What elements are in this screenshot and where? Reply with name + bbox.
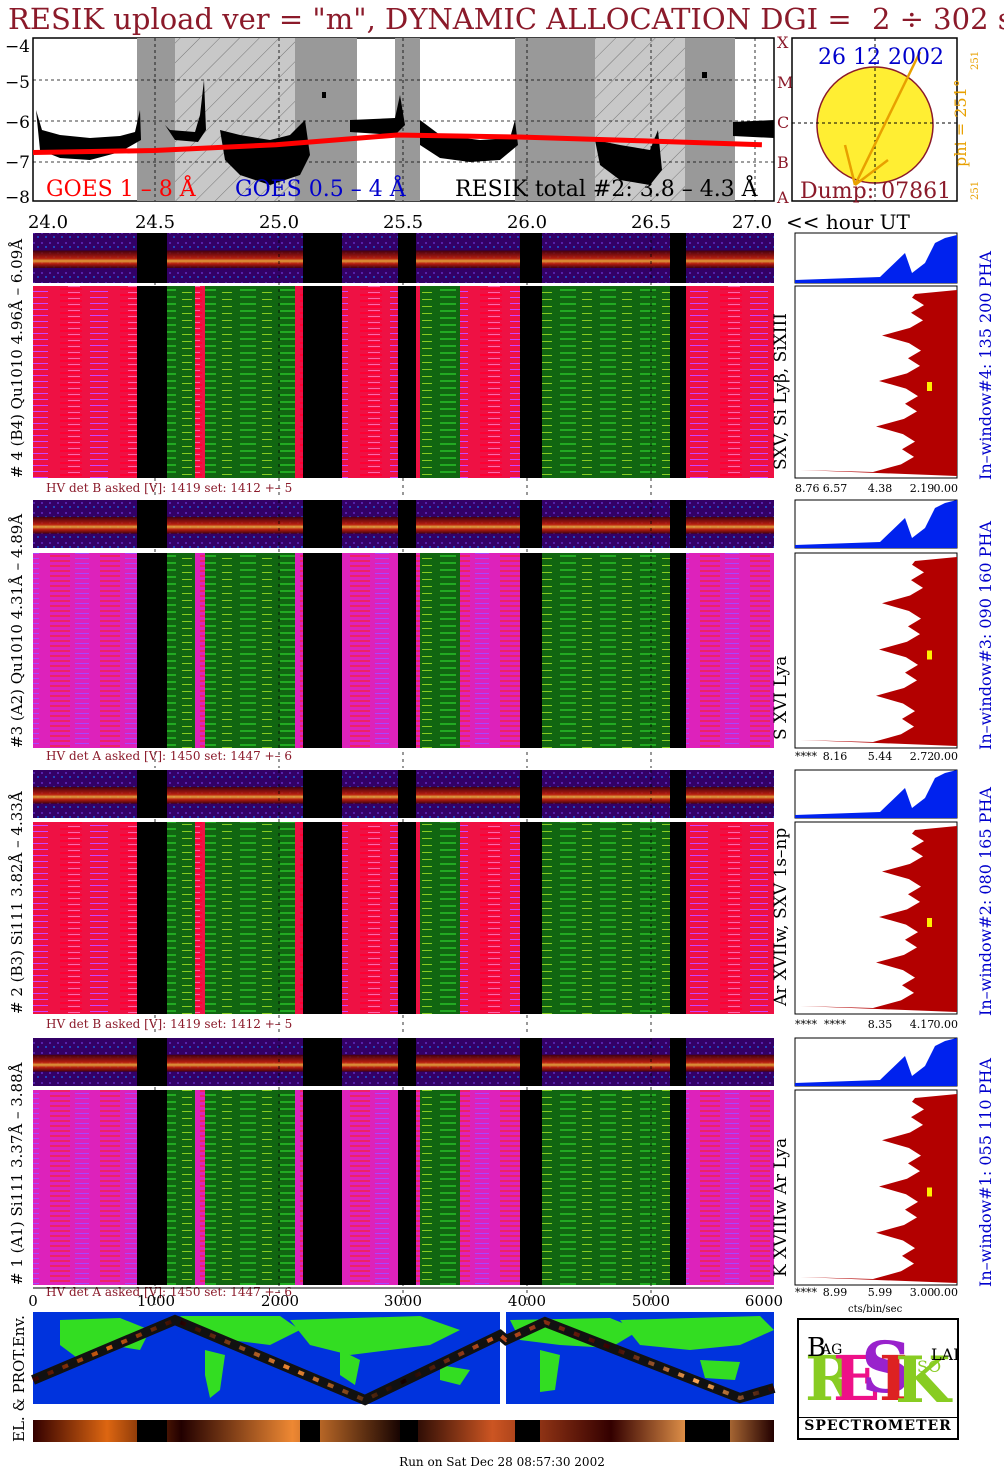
bottom-tick: 0 (28, 1292, 38, 1310)
eclipse-band (137, 38, 175, 201)
scale-tick: 4.17 (910, 1018, 935, 1031)
bottom-axis: 0 1000 2000 3000 4000 5000 6000 cts/bin/… (28, 1287, 903, 1315)
eclipse-band (295, 38, 357, 201)
scale-tick: **** (795, 1286, 818, 1299)
goes-long-series (32, 132, 762, 155)
environment-label: EL. & PROT.Env. (10, 1315, 28, 1442)
scale-tick: 0.00 (934, 750, 959, 763)
scale-tick: 8.16 (823, 750, 848, 763)
y-tick: −6 (5, 113, 30, 133)
scale-tick: 4.38 (868, 482, 893, 495)
bottom-tick: 5000 (632, 1292, 670, 1310)
legend-resik-total: RESIK total #2: 3.8 – 4.3 Å (455, 174, 759, 202)
scale-tick: 0.00 (934, 1286, 959, 1299)
window-label: In–window#4: 135 200 PHA (976, 251, 995, 480)
y-tick: −8 (5, 188, 30, 208)
x-tick: 24.0 (28, 212, 68, 233)
bottom-tick: 2000 (261, 1292, 299, 1310)
eclipse-band (515, 38, 595, 201)
hv-label: HV det B asked [V]: 1419 set: 1412 +– 5 (46, 1017, 292, 1031)
line-label: S XVI Lya (771, 656, 791, 740)
legend-goes-long: GOES 1 – 8 Å (46, 174, 197, 202)
channel-label: #3 (A2) Qu1010 4.31Å – 4.89Å (8, 514, 26, 748)
run-timestamp: Run on Sat Dec 28 08:57:30 2002 (399, 1455, 605, 1469)
channel-block: # 4 (B4) Qu1010 4.96Å – 6.09Å SXV, Si Lyβ… (8, 232, 995, 498)
svg-text:I: I (879, 1342, 908, 1415)
eclipse-band (685, 38, 735, 201)
scale-tick: **** (795, 750, 818, 763)
phi-small-top: 251 (970, 51, 981, 70)
logo-letter: SO (917, 1357, 941, 1376)
x-tick: 26.0 (507, 212, 547, 233)
window-label: In–window#2: 080 165 PHA (976, 787, 995, 1016)
window-label: In–window#3: 090 160 PHA (976, 521, 995, 750)
scale-tick: 5.44 (868, 750, 893, 763)
y-tick: −5 (5, 73, 30, 93)
scale-tick: 8.99 (823, 1286, 848, 1299)
class-label: X (777, 33, 789, 52)
scale-tick: **** (795, 1018, 818, 1031)
svg-text:R: R (805, 1342, 857, 1415)
channel-block: #3 (A2) Qu1010 4.31Å – 4.89Å S XVI Lya HV … (8, 499, 995, 768)
dgi-value: 2 ÷ 302 s (872, 2, 1004, 36)
bottom-tick: 6000 (745, 1292, 783, 1310)
x-tick: 24.5 (135, 212, 175, 233)
environment-panel: EL. & PROT.Env. (10, 1312, 776, 1442)
line-label: Ar XVIIw, SXV 1s–np (771, 828, 791, 1007)
x-tick: 25.0 (259, 212, 299, 233)
window-label: In–window#1: 055 110 PHA (976, 1058, 995, 1287)
svg-text:S: S (861, 1326, 912, 1409)
scale-tick: 0.00 (934, 482, 959, 495)
scale-tick: 3.00 (910, 1286, 935, 1299)
scale-tick: 8.35 (868, 1018, 893, 1031)
channel-block: # 1 (A1) Si111 3.37Å – 3.88Å K XVIIIw Ar … (8, 1037, 995, 1305)
scale-tick: 5.99 (868, 1286, 893, 1299)
logo-label: SPECTROMETER (799, 1417, 957, 1434)
scale-tick: 2.72 (910, 750, 935, 763)
class-label: A (776, 188, 789, 207)
bottom-tick: 3000 (384, 1292, 422, 1310)
scale-tick: 6.57 (823, 482, 848, 495)
resik-logo: R E S I K B AG SO LAR SPECTROMETER (797, 1318, 959, 1440)
page-title: RESIK upload ver = "m", DYNAMIC ALLOCATI… (8, 2, 852, 36)
class-label: M (777, 73, 793, 92)
hv-label: HV det A asked [V]: 1450 set: 1447 +– 6 (46, 749, 292, 763)
line-label: K XVIIIw Ar Lya (771, 1138, 791, 1277)
svg-text:E: E (833, 1342, 880, 1415)
dump-label: Dump: 07861 (800, 179, 951, 204)
phi-small-bottom: 251 (970, 181, 981, 200)
channel-label: # 1 (A1) Si111 3.37Å – 3.88Å (8, 1062, 26, 1285)
legend-goes-short: GOES 0.5 – 4 Å (235, 174, 407, 202)
x-tick: 27.0 (732, 212, 772, 233)
y-tick: −4 (5, 37, 30, 57)
x-tick: 25.5 (383, 212, 423, 233)
scale-tick: **** (824, 1018, 847, 1031)
scale-tick: 0.00 (934, 1018, 959, 1031)
bottom-tick: 1000 (137, 1292, 175, 1310)
x-axis-label: << hour UT (786, 210, 910, 234)
sun-panel: 26 12 2002 Dump: 07861 phi = 251° 251 25… (791, 37, 981, 204)
units-label: cts/bin/sec (848, 1304, 903, 1315)
phi-label: phi = 251° (951, 79, 970, 167)
sun-date: 26 12 2002 (818, 45, 944, 70)
x-tick: 26.5 (631, 212, 671, 233)
logo-letter: AG (820, 1342, 842, 1358)
line-label: SXV, Si Lyβ, SiXIII (771, 313, 791, 470)
logo-letter: LAR (931, 1345, 957, 1364)
goes-panel: −4 −5 −6 −7 −8 X M C B A GOES 1 – 8 Å GO… (5, 33, 911, 234)
class-label: B (777, 153, 789, 172)
class-label: C (777, 113, 789, 132)
channel-label: # 4 (B4) Qu1010 4.96Å – 6.09Å (8, 239, 26, 478)
svg-text:K: K (895, 1343, 953, 1418)
hv-label: HV det B asked [V]: 1419 set: 1412 +– 5 (46, 481, 292, 495)
bottom-tick: 4000 (508, 1292, 546, 1310)
scale-tick: 2.19 (910, 482, 935, 495)
channel-block: # 2 (B3) Si111 3.82Å – 4.33Å Ar XVIIw, SX… (8, 769, 995, 1034)
logo-letter: B (807, 1333, 826, 1363)
y-tick: −7 (5, 153, 30, 173)
channel-label: # 2 (B3) Si111 3.82Å – 4.33Å (8, 791, 26, 1014)
scale-tick: 8.76 (795, 482, 820, 495)
